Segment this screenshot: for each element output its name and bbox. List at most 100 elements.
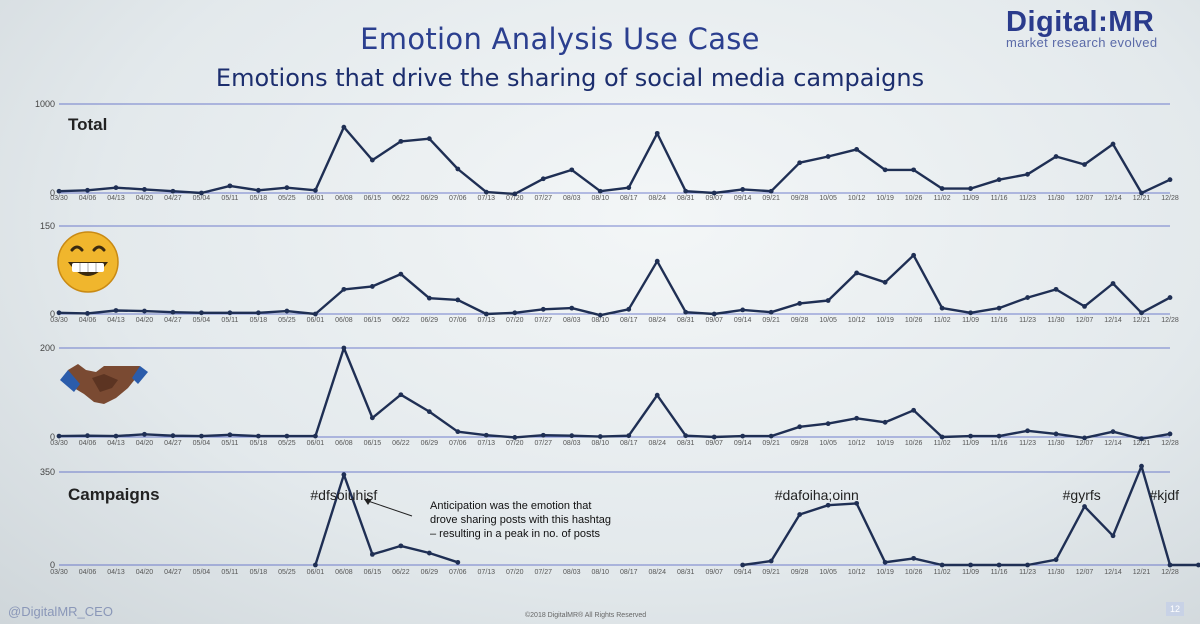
campaigns-xtick: 10/19 (876, 569, 894, 576)
total-data-point (797, 160, 803, 166)
trust-data-point (1167, 431, 1173, 437)
total-data-point (483, 189, 489, 195)
campaigns-data-point (341, 472, 347, 478)
campaigns-xtick: 07/27 (535, 569, 553, 576)
trust-data-point (113, 433, 119, 439)
campaigns-data-point (1053, 557, 1059, 563)
campaigns-xtick: 07/06 (449, 569, 467, 576)
trust-data-point (85, 433, 90, 439)
campaigns-xtick: 09/07 (705, 569, 723, 576)
trust-data-point (1139, 436, 1144, 442)
campaigns-xtick: 08/03 (563, 569, 581, 576)
trust-xtick: 07/06 (449, 440, 467, 447)
campaigns-xtick: 12/21 (1133, 569, 1151, 576)
trust-xtick: 07/20 (506, 440, 524, 447)
trust-data-point (256, 433, 261, 439)
total-data-point (711, 190, 717, 196)
trust-xtick: 10/12 (848, 440, 866, 447)
trust-data-point (911, 407, 917, 413)
twitter-handle: @DigitalMR_CEO (8, 604, 113, 619)
annotation-note-line: – resulting in a peak in no. of posts (430, 528, 600, 540)
trust-xtick: 09/07 (705, 440, 723, 447)
total-xtick: 12/28 (1161, 195, 1179, 202)
campaign-hashtag-label: #kjdf (1150, 487, 1180, 503)
total-data-point (170, 188, 176, 194)
trust-data-point (854, 415, 860, 421)
joy-data-point (654, 258, 660, 264)
joy-data-point (369, 284, 375, 289)
trust-data-point (512, 435, 518, 440)
total-xtick: 12/14 (1104, 195, 1122, 202)
campaigns-data-point (996, 562, 1002, 568)
total-data-point (939, 186, 945, 191)
trust-xtick: 06/29 (421, 440, 439, 447)
total-data-point (142, 187, 147, 192)
campaigns-data-point (426, 550, 432, 556)
annotation-note-line: drove sharing posts with this hashtag (430, 514, 611, 526)
joy-data-point (797, 301, 803, 306)
trust-data-point (768, 433, 774, 439)
total-xtick: 09/14 (734, 195, 752, 202)
joy-data-point (996, 305, 1002, 311)
trust-data-point (683, 433, 689, 439)
campaigns-data-point (369, 551, 375, 557)
campaigns-xtick: 12/28 (1161, 569, 1179, 576)
joy-data-point (1082, 303, 1087, 309)
joy-data-point (256, 310, 261, 316)
joy-data-point (56, 310, 62, 316)
total-data-point (1110, 141, 1116, 147)
campaigns-series-line (314, 473, 459, 566)
total-data-point (426, 136, 432, 142)
total-data-point (854, 146, 860, 152)
joy-xtick: 08/24 (648, 317, 666, 324)
joy-xtick: 11/16 (991, 317, 1008, 324)
campaigns-xtick: 10/05 (819, 569, 837, 576)
joy-xtick: 12/28 (1161, 317, 1179, 324)
campaigns-xtick: 04/20 (136, 569, 154, 576)
company-logo: Digital:MR market research evolved (1006, 6, 1196, 50)
copyright-notice: ©2018 DigitalMR® All Rights Reserved (525, 612, 647, 619)
trust-ytick-max: 200 (40, 343, 55, 353)
campaigns-series-line (742, 465, 1199, 567)
joy-xtick: 05/25 (278, 317, 296, 324)
joy-data-point (768, 309, 774, 315)
trust-xtick: 05/18 (250, 440, 268, 447)
trust-xtick: 10/05 (819, 440, 837, 447)
trust-data-point (939, 434, 945, 440)
total-data-point (113, 185, 119, 191)
trust-xtick: 09/21 (762, 440, 780, 447)
campaigns-xtick: 10/12 (848, 569, 866, 576)
joy-data-point (1053, 286, 1059, 292)
campaigns-data-point (1196, 562, 1200, 568)
trust-data-point (142, 431, 147, 437)
campaigns-panel-label: Campaigns (68, 485, 160, 504)
total-ytick-min: 0 (50, 188, 55, 198)
joy-xtick: 09/14 (734, 317, 752, 324)
campaigns-data-point (1110, 533, 1116, 539)
trust-series-line (58, 346, 1171, 440)
trust-data-point (426, 409, 432, 415)
joy-xtick: 11/30 (1048, 317, 1065, 324)
total-xtick: 08/17 (620, 195, 638, 202)
campaigns-data-point (1025, 562, 1030, 568)
total-xtick: 05/18 (250, 195, 268, 202)
total-data-point (398, 138, 404, 144)
total-data-point (284, 185, 290, 191)
joy-xtick: 05/18 (250, 317, 268, 324)
total-xtick: 10/26 (905, 195, 923, 202)
joy-xtick: 11/23 (1019, 317, 1036, 324)
campaigns-xtick: 06/29 (421, 569, 439, 576)
total-data-point (683, 188, 689, 194)
joy-data-point (825, 298, 831, 303)
trust-data-point (341, 345, 347, 351)
joy-data-point (740, 307, 746, 313)
trust-xtick: 06/08 (335, 440, 353, 447)
total-data-point (540, 176, 546, 182)
trust-data-point (654, 392, 660, 398)
trust-xtick: 11/23 (1019, 440, 1036, 447)
trust-data-point (1025, 428, 1030, 434)
campaigns-data-point (398, 543, 404, 549)
slide-title: Emotion Analysis Use Case (360, 22, 760, 56)
total-data-point (512, 191, 518, 197)
joy-data-point (711, 311, 717, 317)
